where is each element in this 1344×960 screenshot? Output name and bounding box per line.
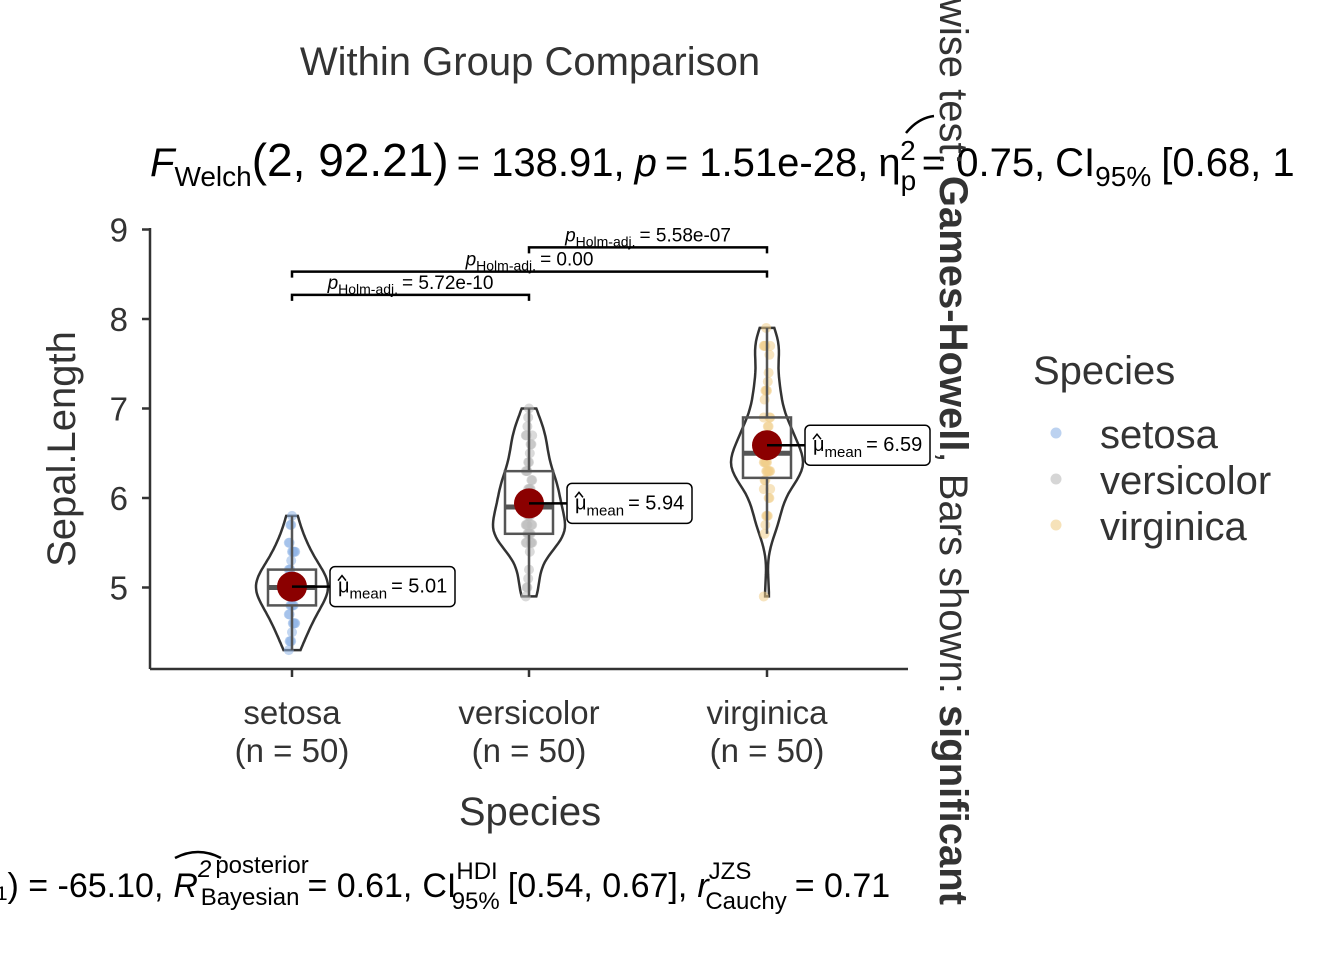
- data-point: [760, 519, 771, 530]
- mu-hat-icon: [337, 574, 347, 582]
- mean-label: μmean = 5.01: [338, 576, 447, 603]
- violin-virginica: [729, 326, 805, 598]
- bracket-line: [527, 246, 769, 254]
- violin-versicolor: [491, 407, 567, 598]
- data-point: [760, 475, 771, 486]
- bayes-caption: ₁) = -65.10, R2 posterior Bayesian = 0.61, CI…: [0, 852, 890, 915]
- bracket-label: pHolm-adj. = 5.72e-10: [327, 273, 494, 297]
- mean-label: μmean = 5.94: [575, 492, 684, 519]
- legend-title: Species: [1033, 349, 1175, 393]
- data-point: [763, 421, 774, 432]
- comparison-bracket: pHolm-adj. = 5.58e-07: [527, 225, 769, 254]
- chart-title: Within Group Comparison: [300, 40, 760, 84]
- bracket-label: pHolm-adj. = 0.00: [465, 250, 594, 274]
- bracket-line: [290, 293, 531, 301]
- y-tick-label: 5: [110, 570, 128, 607]
- data-point: [527, 475, 538, 486]
- chart-subtitle: FWelch(2, 92.21) = 138.91, p = 1.51e-28, ηp2…: [150, 134, 1295, 196]
- x-tick-label: versicolor: [458, 694, 599, 731]
- eta-hat-icon: [905, 114, 935, 134]
- side-caption: wise test: Games-Howell, Bars shown: sig…: [931, 0, 975, 905]
- bracket-line: [290, 270, 769, 278]
- data-point: [758, 591, 769, 602]
- legend-label-setosa: setosa: [1100, 413, 1219, 457]
- x-tick-count: (n = 50): [235, 732, 350, 769]
- x-tick-count: (n = 50): [710, 732, 825, 769]
- mean-label-box: [566, 482, 693, 525]
- data-point: [760, 340, 771, 351]
- legend-swatch-versicolor: [1050, 473, 1062, 485]
- mu-hat-icon: [574, 491, 584, 498]
- data-point: [763, 367, 774, 378]
- y-tick-label: 6: [110, 480, 128, 517]
- legend-swatch-setosa: [1050, 427, 1062, 439]
- r2-hat-icon: [174, 850, 222, 860]
- x-axis-title: Species: [459, 790, 601, 834]
- box-virginica: [741, 416, 793, 480]
- data-point: [522, 421, 533, 432]
- violin-group-versicolor: μmean = 5.94: [491, 403, 693, 602]
- violin-group-virginica: μmean = 6.59: [729, 322, 931, 602]
- legend-label-virginica: virginica: [1100, 505, 1247, 549]
- comparison-bracket: pHolm-adj. = 5.72e-10: [290, 273, 531, 301]
- y-tick-label: 7: [110, 391, 128, 428]
- data-point: [765, 466, 776, 477]
- legend-label-versicolor: versicolor: [1100, 459, 1271, 503]
- violin-setosa: [254, 514, 330, 652]
- y-tick-label: 9: [110, 212, 128, 249]
- mean-label-box: [329, 565, 456, 608]
- legend-swatch-virginica: [1050, 519, 1062, 531]
- legend: Species setosa versicolor virginica: [1033, 349, 1271, 549]
- y-tick-label: 8: [110, 301, 128, 338]
- x-tick-label: virginica: [706, 694, 828, 731]
- x-tick-count: (n = 50): [472, 732, 587, 769]
- violin-group-setosa: μmean = 5.01: [254, 510, 456, 656]
- mean-label-box: [804, 424, 931, 466]
- comparison-bracket: pHolm-adj. = 0.00: [290, 250, 769, 278]
- mean-label: μmean = 6.59: [813, 434, 922, 461]
- data-point: [522, 519, 533, 530]
- y-axis-title: Sepal.Length: [40, 331, 84, 567]
- x-tick-label: setosa: [243, 694, 341, 731]
- data-point: [522, 582, 533, 593]
- mu-hat-icon: [812, 432, 822, 440]
- bracket-label: pHolm-adj. = 5.58e-07: [564, 225, 731, 249]
